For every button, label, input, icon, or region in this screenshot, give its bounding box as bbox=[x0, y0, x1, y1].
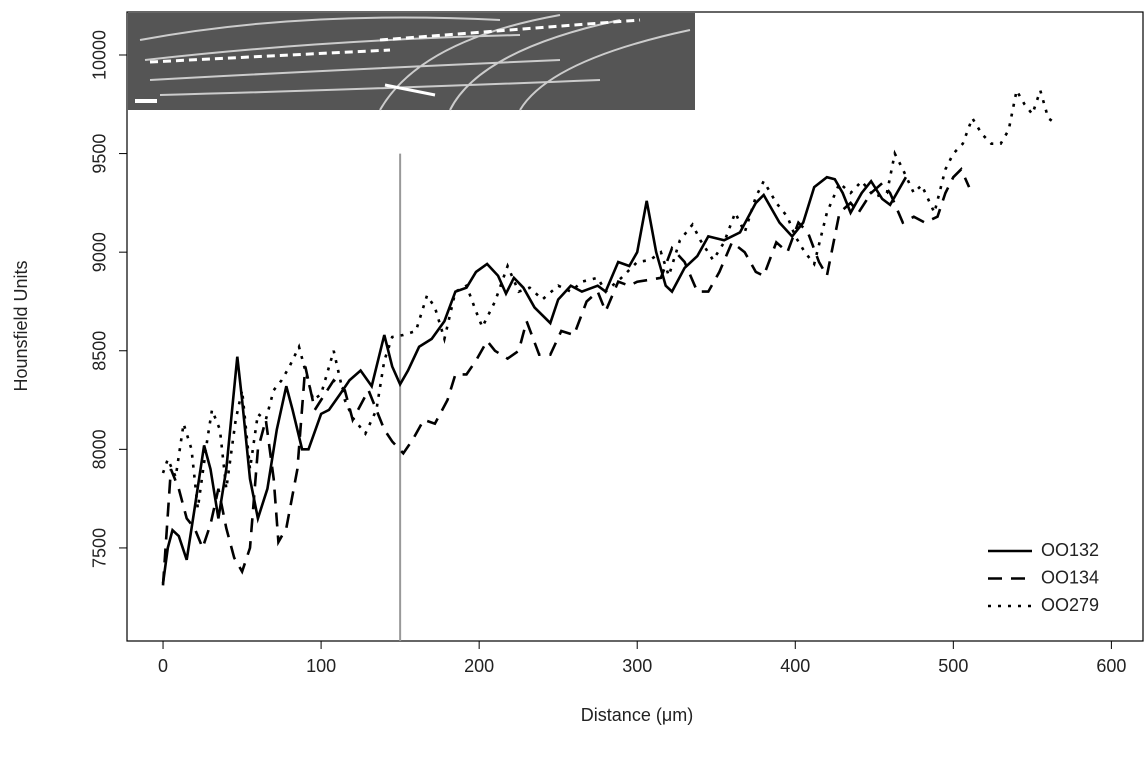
plot-frame bbox=[126, 11, 1144, 642]
x-tick-label: 300 bbox=[622, 656, 652, 676]
x-axis-label: Distance (μm) bbox=[581, 705, 693, 725]
inset-micrograph bbox=[128, 13, 695, 111]
legend-label: OO134 bbox=[1041, 567, 1099, 587]
y-tick-label: 8500 bbox=[90, 331, 110, 371]
y-tick-label: 9000 bbox=[90, 232, 110, 272]
legend-label: OO132 bbox=[1041, 540, 1099, 560]
y-axis-label: Hounsfield Units bbox=[11, 260, 31, 391]
y-tick-label: 9500 bbox=[90, 134, 110, 174]
x-tick-label: 500 bbox=[938, 656, 968, 676]
y-tick-label: 7500 bbox=[90, 528, 110, 568]
x-tick-label: 0 bbox=[158, 656, 168, 676]
y-tick-label: 10000 bbox=[90, 30, 110, 80]
legend-label: OO279 bbox=[1041, 595, 1099, 615]
series-line bbox=[161, 175, 908, 584]
x-tick-label: 600 bbox=[1096, 656, 1126, 676]
y-tick-label: 8000 bbox=[90, 429, 110, 469]
series-line bbox=[161, 167, 971, 586]
series-line bbox=[161, 86, 1057, 509]
x-tick-label: 100 bbox=[306, 656, 336, 676]
x-tick-label: 200 bbox=[464, 656, 494, 676]
x-tick-label: 400 bbox=[780, 656, 810, 676]
